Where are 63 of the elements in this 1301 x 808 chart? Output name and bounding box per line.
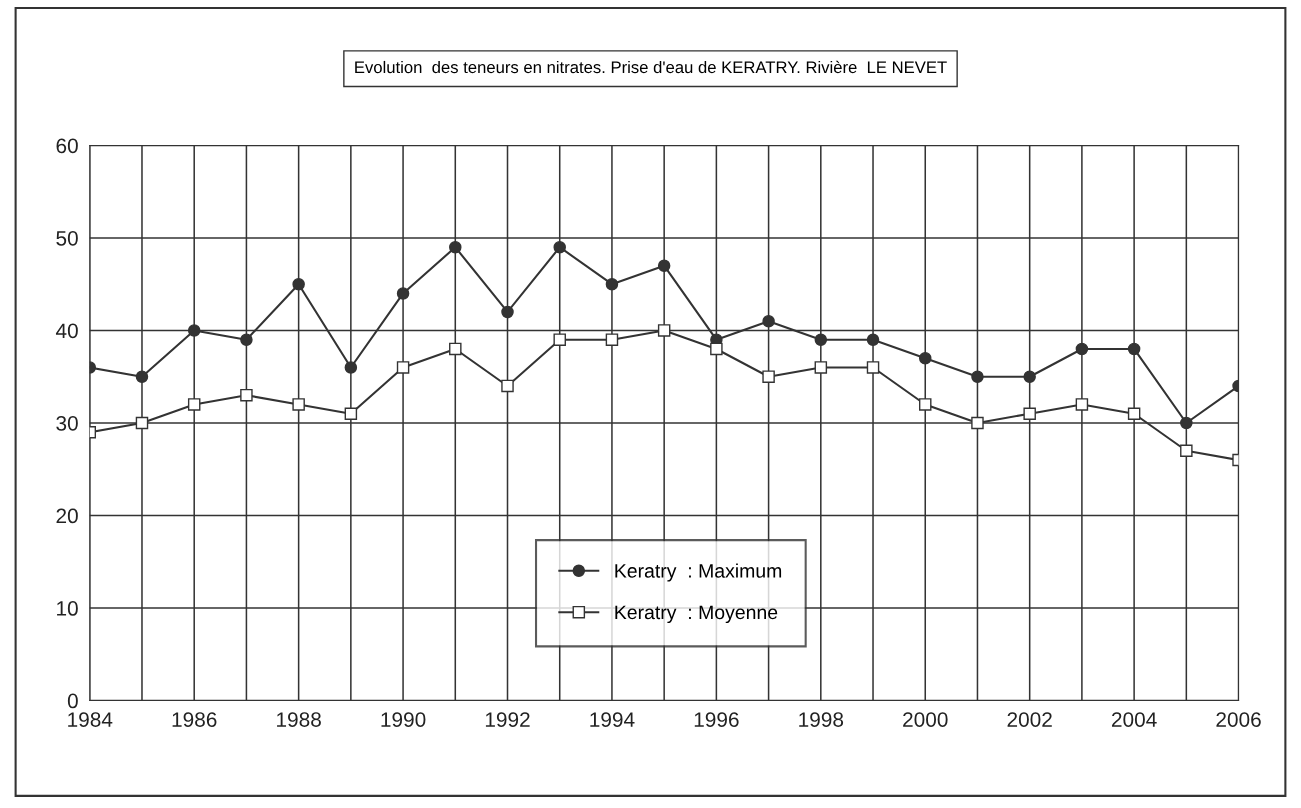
- point: [657, 324, 671, 337]
- point: [292, 398, 305, 411]
- x-tick-label: 1996: [694, 712, 739, 727]
- point: [344, 407, 358, 420]
- point: [187, 324, 201, 337]
- y-tick-label: 20: [56, 508, 78, 524]
- point: [1127, 342, 1141, 356]
- legend-label: Keratry : Moyenne: [615, 605, 778, 624]
- x-tick-label: 2000: [903, 712, 948, 727]
- point: [866, 361, 880, 374]
- point: [1180, 444, 1193, 457]
- point: [866, 333, 880, 346]
- point: [1023, 370, 1036, 383]
- point: [605, 333, 619, 346]
- point: [292, 277, 305, 291]
- x-tick-label: 2006: [1216, 712, 1261, 727]
- x-tick-label: 2004: [1111, 712, 1157, 727]
- point: [553, 333, 566, 346]
- x-tick-label: 1994: [590, 712, 635, 727]
- point: [1023, 407, 1036, 420]
- x-tick-label: 1998: [799, 712, 844, 727]
- point: [501, 305, 514, 319]
- legend-label: Keratry : Maximum: [615, 563, 782, 582]
- y-tick-label: 40: [55, 323, 78, 339]
- x-tick-label: 1988: [277, 712, 321, 727]
- point: [971, 416, 984, 430]
- point: [396, 287, 410, 300]
- point: [1180, 416, 1193, 430]
- chart-title: Evolution des teneurs en nitrates. Prise d'eau de KERATRY. Rivière LE NEVET: [355, 60, 947, 74]
- point: [187, 398, 201, 411]
- point: [710, 342, 723, 356]
- y-tick-label: 10: [57, 601, 78, 616]
- point: [971, 370, 984, 383]
- point: [135, 416, 149, 430]
- x-tick-label: 1992: [485, 712, 530, 727]
- point: [240, 333, 253, 346]
- point: [762, 370, 775, 383]
- point: [657, 259, 671, 272]
- point: [449, 240, 462, 254]
- point: [814, 361, 828, 374]
- x-tick-label: 1990: [381, 712, 426, 727]
- x-tick-label: 1986: [172, 712, 217, 727]
- x-tick-label: 1984: [68, 712, 113, 727]
- x-tick-label: 2002: [1007, 712, 1052, 727]
- point: [762, 314, 775, 328]
- point: [449, 342, 462, 356]
- point: [814, 333, 828, 346]
- point: [553, 240, 566, 254]
- point: [501, 379, 514, 393]
- point: [1075, 342, 1089, 356]
- y-tick-label: 50: [56, 230, 78, 246]
- point: [240, 388, 253, 402]
- point: [918, 351, 932, 365]
- point: [605, 277, 619, 291]
- point: [135, 370, 149, 383]
- y-tick-label: 60: [56, 138, 78, 154]
- point: [344, 361, 358, 374]
- y-tick-label: 0: [67, 693, 78, 709]
- point: [1075, 398, 1089, 411]
- point: [396, 361, 410, 374]
- point: [1127, 407, 1141, 420]
- point: [918, 398, 932, 411]
- y-tick-label: 30: [56, 415, 78, 431]
